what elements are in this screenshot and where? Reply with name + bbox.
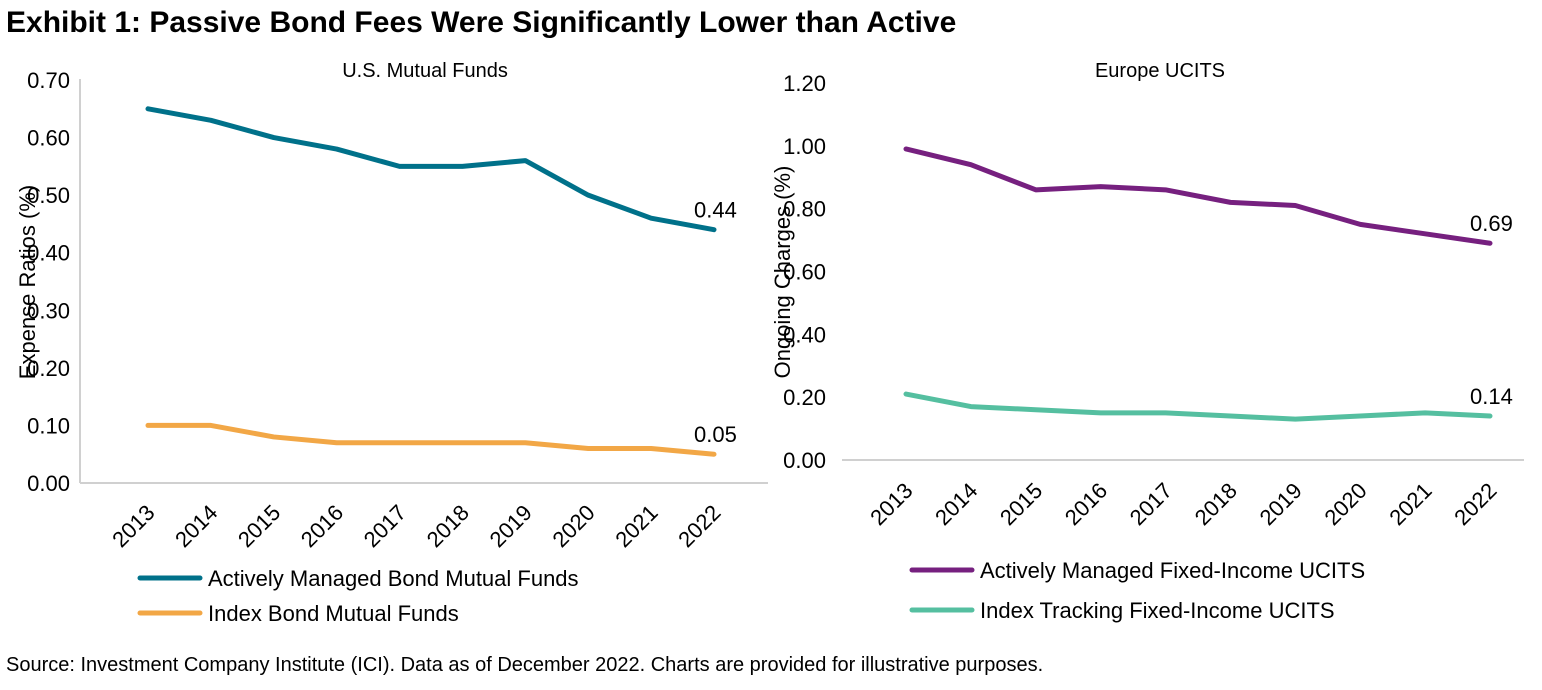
x-tick-label: 2021 [610, 500, 662, 552]
x-tick-label: 2017 [359, 500, 411, 552]
x-tick-label: 2022 [1449, 478, 1501, 530]
end-data-label: 0.05 [694, 422, 737, 447]
x-tick-label: 2016 [296, 500, 348, 552]
series-line-1 [145, 106, 717, 233]
series-line-2 [145, 422, 717, 457]
x-tick-label: 2013 [865, 478, 917, 530]
x-tick-label: 2015 [995, 478, 1047, 530]
chart-title: U.S. Mutual Funds [342, 60, 508, 82]
y-tick-label: 1.20 [783, 71, 826, 96]
y-axis-label: Expense Ratios (%) [15, 185, 40, 379]
x-tick-label: 2017 [1125, 478, 1177, 530]
y-tick-label: 0.00 [783, 448, 826, 473]
x-tick-label: 2020 [547, 500, 599, 552]
legend-label: Index Bond Mutual Funds [208, 601, 459, 626]
x-tick-label: 2014 [170, 500, 222, 552]
y-tick-label: 0.60 [27, 126, 70, 151]
series-line-1 [903, 146, 1493, 246]
end-data-label: 0.69 [1470, 211, 1513, 236]
y-tick-label: 1.00 [783, 134, 826, 159]
y-tick-label: 0.10 [27, 413, 70, 438]
series-line-2 [903, 391, 1493, 422]
end-data-label: 0.14 [1470, 384, 1513, 409]
x-tick-label: 2015 [233, 500, 285, 552]
y-tick-label: 0.80 [783, 197, 826, 222]
y-tick-label: 0.30 [27, 298, 70, 323]
y-tick-label: 0.70 [27, 68, 70, 93]
y-tick-label: 0.40 [783, 322, 826, 347]
y-tick-label: 0.40 [27, 241, 70, 266]
x-tick-label: 2016 [1060, 478, 1112, 530]
source-note: Source: Investment Company Institute (IC… [6, 654, 1044, 676]
x-tick-label: 2021 [1384, 478, 1436, 530]
x-tick-label: 2019 [485, 500, 537, 552]
y-tick-label: 0.60 [783, 260, 826, 285]
chart-title: Europe UCITS [1095, 60, 1225, 82]
x-tick-label: 2014 [930, 478, 982, 530]
exhibit-title: Exhibit 1: Passive Bond Fees Were Signif… [6, 6, 957, 39]
x-tick-label: 2019 [1255, 478, 1307, 530]
y-tick-label: 0.00 [27, 471, 70, 496]
x-tick-label: 2022 [673, 500, 725, 552]
y-axis-label: Ongoing Charges (%) [770, 166, 795, 379]
y-tick-label: 0.50 [27, 183, 70, 208]
legend-label: Actively Managed Bond Mutual Funds [208, 566, 579, 591]
end-data-label: 0.44 [694, 198, 737, 223]
y-tick-label: 0.20 [783, 385, 826, 410]
x-tick-label: 2013 [107, 500, 159, 552]
legend-label: Actively Managed Fixed-Income UCITS [980, 558, 1365, 583]
x-tick-label: 2018 [422, 500, 474, 552]
x-tick-label: 2020 [1319, 478, 1371, 530]
legend-label: Index Tracking Fixed-Income UCITS [980, 598, 1335, 623]
y-tick-label: 0.20 [27, 356, 70, 381]
x-tick-label: 2018 [1190, 478, 1242, 530]
